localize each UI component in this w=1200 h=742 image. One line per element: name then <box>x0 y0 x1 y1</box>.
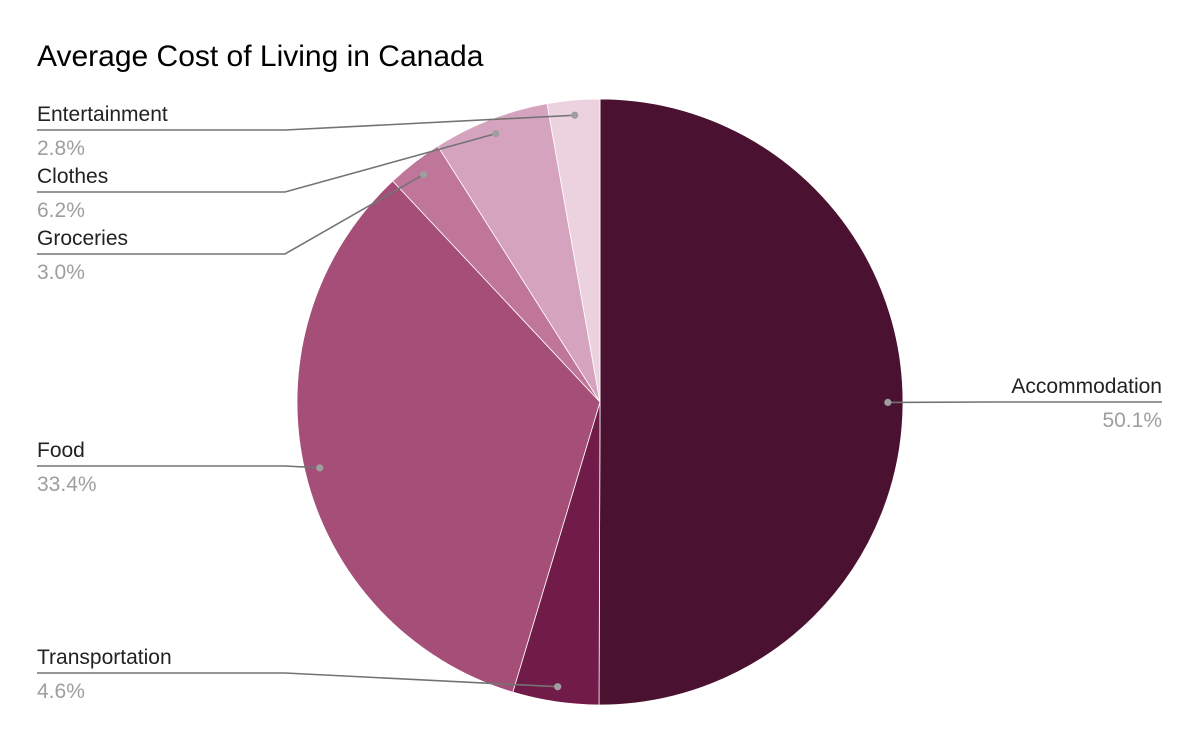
slice-labels: Accommodation 50.1% Transportation 4.6% Food… <box>37 103 1162 703</box>
slice-percent-food: 33.4% <box>37 473 97 496</box>
leader-line-food <box>37 465 320 469</box>
pie-slices <box>296 98 904 706</box>
slice-label-groceries: Groceries <box>37 227 128 250</box>
slice-percent-entertainment: 2.8% <box>37 137 85 160</box>
leader-dot-accommodation <box>884 398 892 407</box>
slice-label-clothes: Clothes <box>37 165 108 188</box>
slice-percent-accommodation: 50.1% <box>1102 409 1162 432</box>
pie-slice-food <box>296 180 601 693</box>
leader-dot-clothes <box>492 130 500 138</box>
leader-line-clothes <box>37 132 497 193</box>
slice-percent-clothes: 6.2% <box>37 199 85 222</box>
slice-label-accommodation: Accommodation <box>1011 375 1162 398</box>
chart-title: Average Cost of Living in Canada <box>37 40 484 73</box>
pie-slice-accommodation <box>598 98 904 706</box>
leader-dot-groceries <box>420 170 428 179</box>
leader-dot-transportation <box>554 683 562 691</box>
slice-label-food: Food <box>37 439 85 462</box>
leader-line-transportation <box>37 672 558 688</box>
leader-line-entertainment <box>37 114 575 131</box>
leader-dot-entertainment <box>571 111 579 119</box>
slice-percent-groceries: 3.0% <box>37 261 85 284</box>
slice-label-transportation: Transportation <box>37 646 172 669</box>
pie-slice-entertainment <box>546 98 601 403</box>
slice-percent-transportation: 4.6% <box>37 680 85 703</box>
slice-label-entertainment: Entertainment <box>37 103 168 126</box>
leader-line-groceries <box>37 173 425 255</box>
leader-dot-food <box>316 464 324 472</box>
